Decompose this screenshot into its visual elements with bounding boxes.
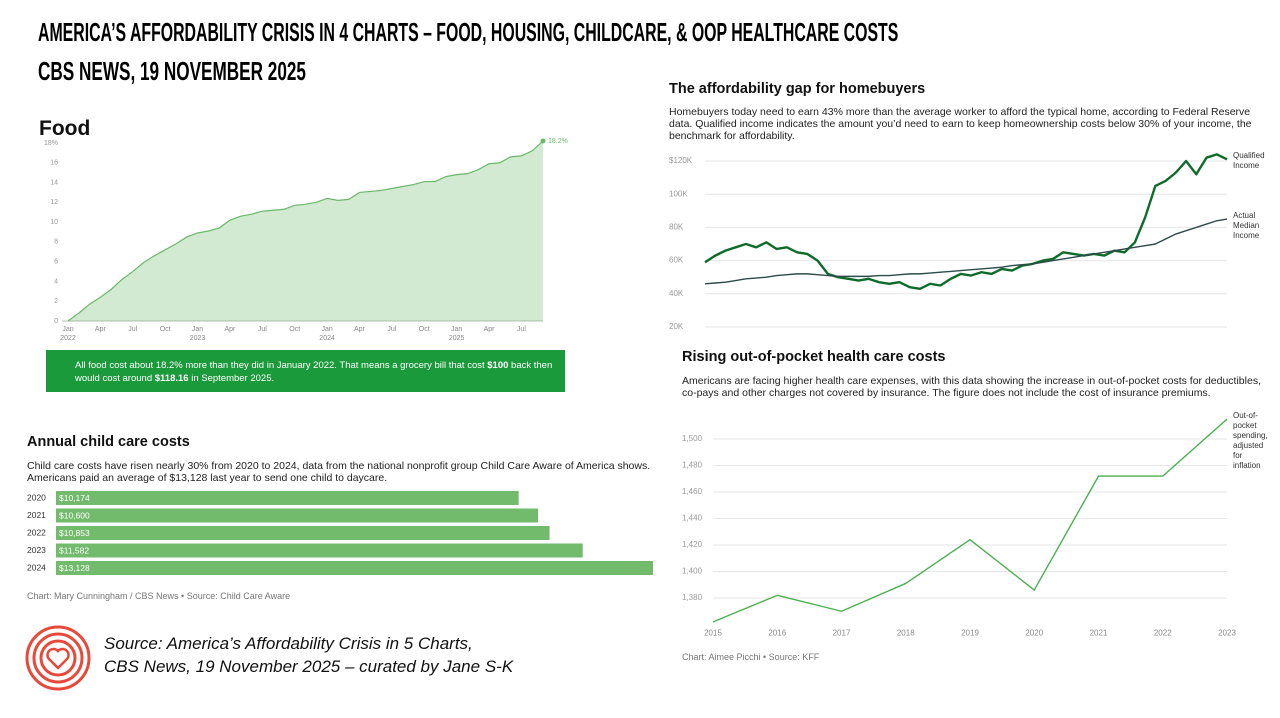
y-tick-label: 2 <box>54 298 58 305</box>
x-tick-label: Jul <box>387 326 396 333</box>
y-tick-label: 40K <box>669 289 684 298</box>
x-tick-year: 2022 <box>60 335 76 342</box>
y-tick-label: 4 <box>54 278 58 285</box>
bar <box>56 526 550 540</box>
y-tick-label: 12 <box>50 199 58 206</box>
y-tick-label: 1,460 <box>682 487 703 496</box>
y-tick-label: 1,380 <box>682 593 703 602</box>
x-tick-label: 2020 <box>1025 629 1043 638</box>
y-tick-label: 8 <box>54 239 58 246</box>
x-tick-label: 2023 <box>1218 629 1236 638</box>
logo <box>25 625 91 691</box>
chart-title: Rising out-of-pocket health care costs <box>682 349 946 365</box>
note-segment: $100 <box>487 360 509 371</box>
line <box>712 418 1228 623</box>
x-tick-label: Oct <box>289 326 300 333</box>
chart-source: Chart: Aimee Picchi • Source: KFF <box>682 652 820 662</box>
value-label: $13,128 <box>59 563 90 573</box>
y-tick-label: 2021 <box>27 510 46 520</box>
line <box>704 153 1228 291</box>
footer-source: Source: America’s Affordability Crisis i… <box>104 634 473 653</box>
slide-subtitle: CBS NEWS, 19 NOVEMBER 2025 <box>38 56 306 86</box>
x-tick-year: 2023 <box>190 335 206 342</box>
x-tick-label: Jan <box>321 326 332 333</box>
note-segment: All food cost about 18.2% more than they… <box>75 360 488 371</box>
value-label: $11,582 <box>59 545 89 555</box>
footer-source: CBS News, 19 November 2025 – curated by … <box>104 657 514 676</box>
point <box>540 138 546 144</box>
series-label: Qualified Income <box>1233 151 1265 171</box>
y-tick-label: 60K <box>669 256 684 265</box>
value-label: 18.2% <box>548 138 568 145</box>
series-label: Out-of-pocket spending, adjusted for inf… <box>1233 411 1268 471</box>
y-tick-label: 20K <box>669 322 684 331</box>
chart-title: Food <box>39 117 91 140</box>
value-label: $10,853 <box>59 528 90 538</box>
y-tick-label: 10 <box>50 219 58 226</box>
x-tick-label: Oct <box>419 326 430 333</box>
note-text: All food cost about 18.2% more than they… <box>75 359 560 385</box>
chart-subtitle: Child care costs have risen nearly 30% f… <box>27 460 651 484</box>
y-tick-label: 14 <box>50 179 58 186</box>
chart-source: Chart: Mary Cunningham / CBS News • Sour… <box>27 591 291 601</box>
bar <box>56 508 539 523</box>
y-tick-label: 2020 <box>27 492 46 502</box>
x-tick-year: 2025 <box>449 335 465 342</box>
x-tick-label: 2019 <box>961 629 979 638</box>
bar <box>56 491 519 505</box>
y-tick-label: 2024 <box>27 562 46 572</box>
x-tick-label: 2022 <box>1154 629 1172 638</box>
x-tick-label: 2021 <box>1090 629 1108 638</box>
y-tick-label: 1,400 <box>682 567 703 576</box>
bar <box>56 543 583 558</box>
y-tick-label: 16 <box>50 160 58 167</box>
area-fill <box>68 141 543 321</box>
x-tick-label: 2018 <box>897 629 915 638</box>
y-tick-label: 0 <box>54 318 58 325</box>
y-tick-label: 1,480 <box>682 461 703 470</box>
line <box>67 140 544 322</box>
y-tick-label: 6 <box>54 259 58 266</box>
x-tick-label: Oct <box>160 326 171 333</box>
y-tick-label: 1,420 <box>682 540 703 549</box>
note-segment: in September 2025. <box>188 373 275 384</box>
x-tick-label: Apr <box>224 326 236 333</box>
x-tick-label: Apr <box>354 326 366 333</box>
note-segment: back then would cost around <box>75 360 553 384</box>
x-tick-label: Jul <box>258 326 267 333</box>
x-tick-label: Jan <box>451 326 462 333</box>
x-tick-label: 2015 <box>704 629 722 638</box>
value-label: $10,600 <box>59 510 90 520</box>
y-tick-label: 18% <box>44 140 58 147</box>
value-label: $10,174 <box>59 493 90 503</box>
chart-subtitle: Americans are facing higher health care … <box>682 375 1261 399</box>
chart-title: The affordability gap for homebuyers <box>669 81 926 97</box>
chart-title: Annual child care costs <box>27 434 190 450</box>
y-tick-label: 1,440 <box>682 514 703 523</box>
y-tick-label: 80K <box>669 223 684 232</box>
note-segment: $118.16 <box>154 373 189 384</box>
y-tick-label: $120K <box>669 156 693 165</box>
x-tick-year: 2024 <box>319 335 335 342</box>
x-tick-label: 2016 <box>768 629 786 638</box>
x-tick-label: Jul <box>517 326 526 333</box>
x-tick-label: Jul <box>128 326 137 333</box>
x-tick-label: Apr <box>95 326 107 333</box>
slide-title: AMERICA’S AFFORDABILITY CRISIS IN 4 CHAR… <box>38 17 899 47</box>
x-tick-label: Jan <box>192 326 203 333</box>
series-label: Actual Median Income <box>1233 211 1260 241</box>
chart-subtitle: Homebuyers today need to earn 43% more t… <box>669 106 1252 142</box>
note-box <box>46 350 565 392</box>
y-tick-label: 2023 <box>27 545 46 555</box>
bar <box>56 561 653 575</box>
x-tick-label: Apr <box>484 326 496 333</box>
line <box>704 218 1228 285</box>
y-tick-label: 100K <box>669 189 688 198</box>
y-tick-label: 1,500 <box>682 434 703 443</box>
x-tick-label: 2017 <box>833 629 851 638</box>
x-tick-label: Jan <box>62 326 73 333</box>
y-tick-label: 2022 <box>27 527 46 537</box>
